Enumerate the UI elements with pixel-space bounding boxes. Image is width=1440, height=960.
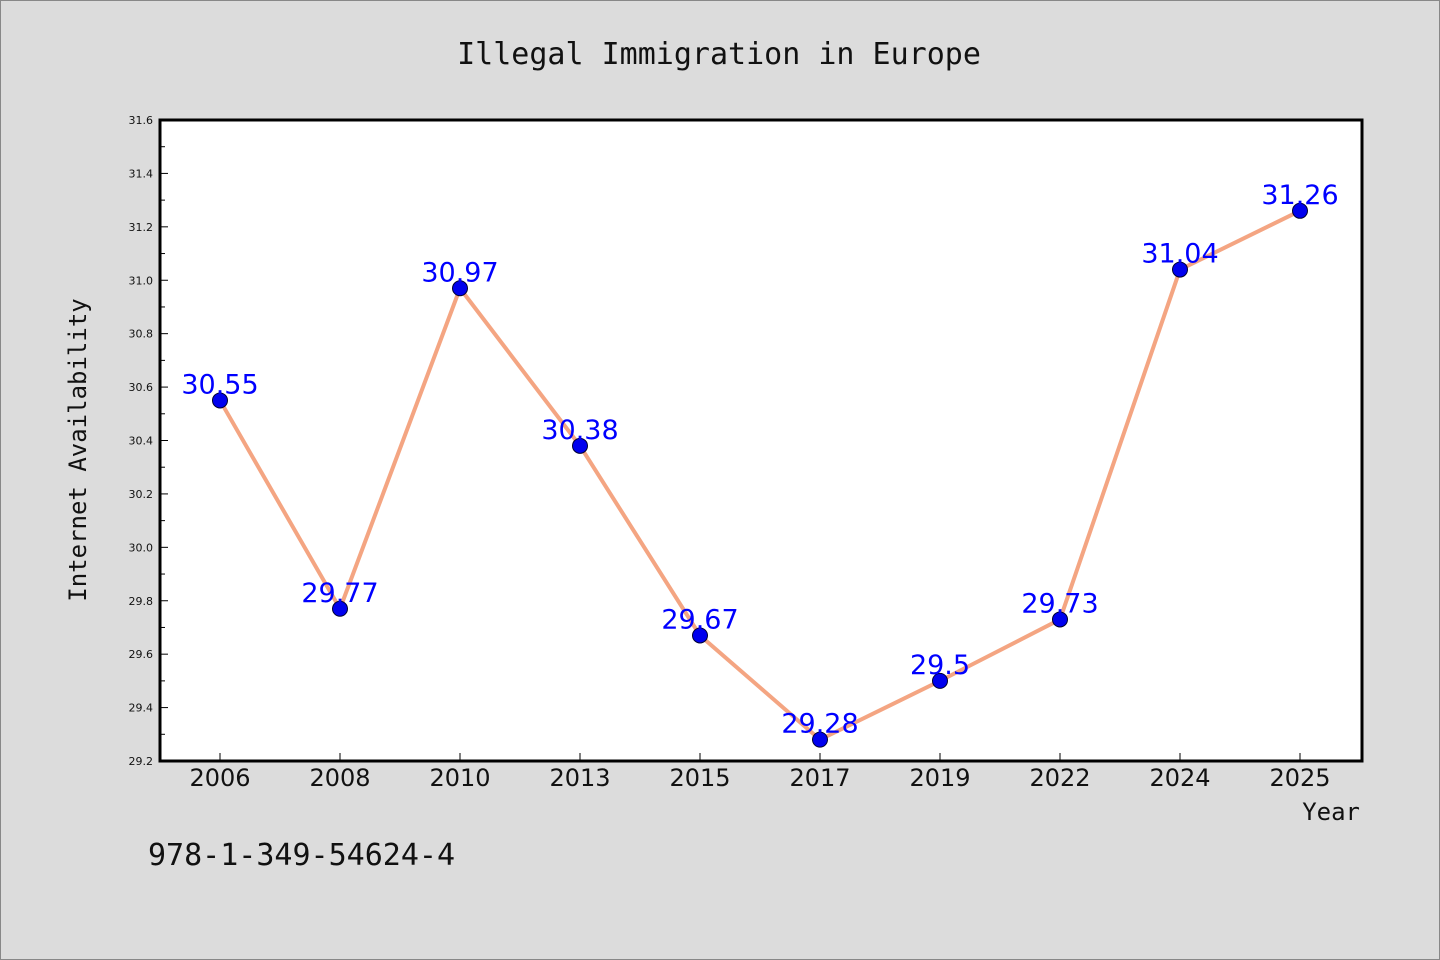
data-labels-group: 30.55 29.77 30.97 30.38 29.67 29.28 29.5 29.73 3… [181, 180, 1338, 740]
data-point-marker [932, 672, 948, 689]
y-axis-ticks: 29.2 29.4 29.6 29.8 30.0 30.2 30.4 30.6 30.8 31.0… [129, 114, 168, 768]
data-label: 29.73 [1021, 588, 1098, 619]
plot-area [158, 118, 1364, 763]
y-tick-label: 30.6 [129, 381, 154, 394]
series-line-group [218, 209, 1301, 742]
y-tick-label: 29.2 [129, 755, 154, 768]
data-point-marker [212, 392, 228, 409]
y-axis-label: Internet Availability [64, 298, 92, 601]
data-point-marker [1052, 611, 1068, 628]
series-line [218, 209, 1301, 742]
data-label: 29.77 [301, 578, 378, 609]
y-tick-label: 29.4 [129, 702, 154, 715]
x-tick-label: 2017 [789, 764, 850, 792]
y-tick-label: 31.6 [129, 114, 154, 127]
y-tick-label: 31.0 [129, 274, 154, 287]
data-label: 30.55 [181, 369, 258, 400]
x-tick-label: 2013 [549, 764, 610, 792]
data-point-marker [692, 627, 708, 644]
data-label: 30.38 [541, 415, 618, 446]
y-tick-label: 29.8 [129, 595, 154, 608]
data-label: 29.5 [910, 650, 970, 681]
y-tick-label: 30.2 [129, 488, 154, 501]
data-label: 29.67 [661, 604, 738, 635]
data-label: 30.97 [421, 257, 498, 288]
y-tick-label: 30.8 [129, 328, 154, 341]
x-tick-label: 2022 [1029, 764, 1090, 792]
y-tick-label: 29.6 [129, 648, 154, 661]
chart-title: Illegal Immigration in Europe [457, 37, 981, 72]
data-label: 29.28 [781, 709, 858, 740]
data-point-marker [1172, 261, 1188, 278]
data-point-marker [812, 731, 828, 748]
x-tick-label: 2024 [1149, 764, 1210, 792]
x-tick-label: 2008 [309, 764, 370, 792]
x-tick-label: 2019 [909, 764, 970, 792]
data-label: 31.26 [1261, 180, 1338, 211]
data-label: 31.04 [1141, 239, 1218, 270]
y-tick-label: 30.4 [129, 435, 154, 448]
data-point-marker [572, 437, 588, 454]
footer-isbn: 978-1-349-54624-4 [148, 838, 455, 873]
x-tick-label: 2025 [1269, 764, 1330, 792]
y-tick-label: 31.4 [129, 167, 154, 180]
x-tick-label: 2006 [189, 764, 250, 792]
markers-group [212, 202, 1308, 748]
data-point-marker [452, 280, 468, 297]
x-axis-ticks: 2006 2008 2010 2013 2015 2017 2019 2022 2024 2025 [189, 753, 1331, 792]
x-axis-label: Year [1302, 798, 1360, 826]
x-tick-label: 2010 [429, 764, 490, 792]
x-tick-label: 2015 [669, 764, 730, 792]
data-point-marker [1292, 202, 1308, 219]
data-point-marker [332, 600, 348, 617]
y-tick-label: 30.0 [129, 541, 154, 554]
y-tick-label: 31.2 [129, 221, 154, 234]
